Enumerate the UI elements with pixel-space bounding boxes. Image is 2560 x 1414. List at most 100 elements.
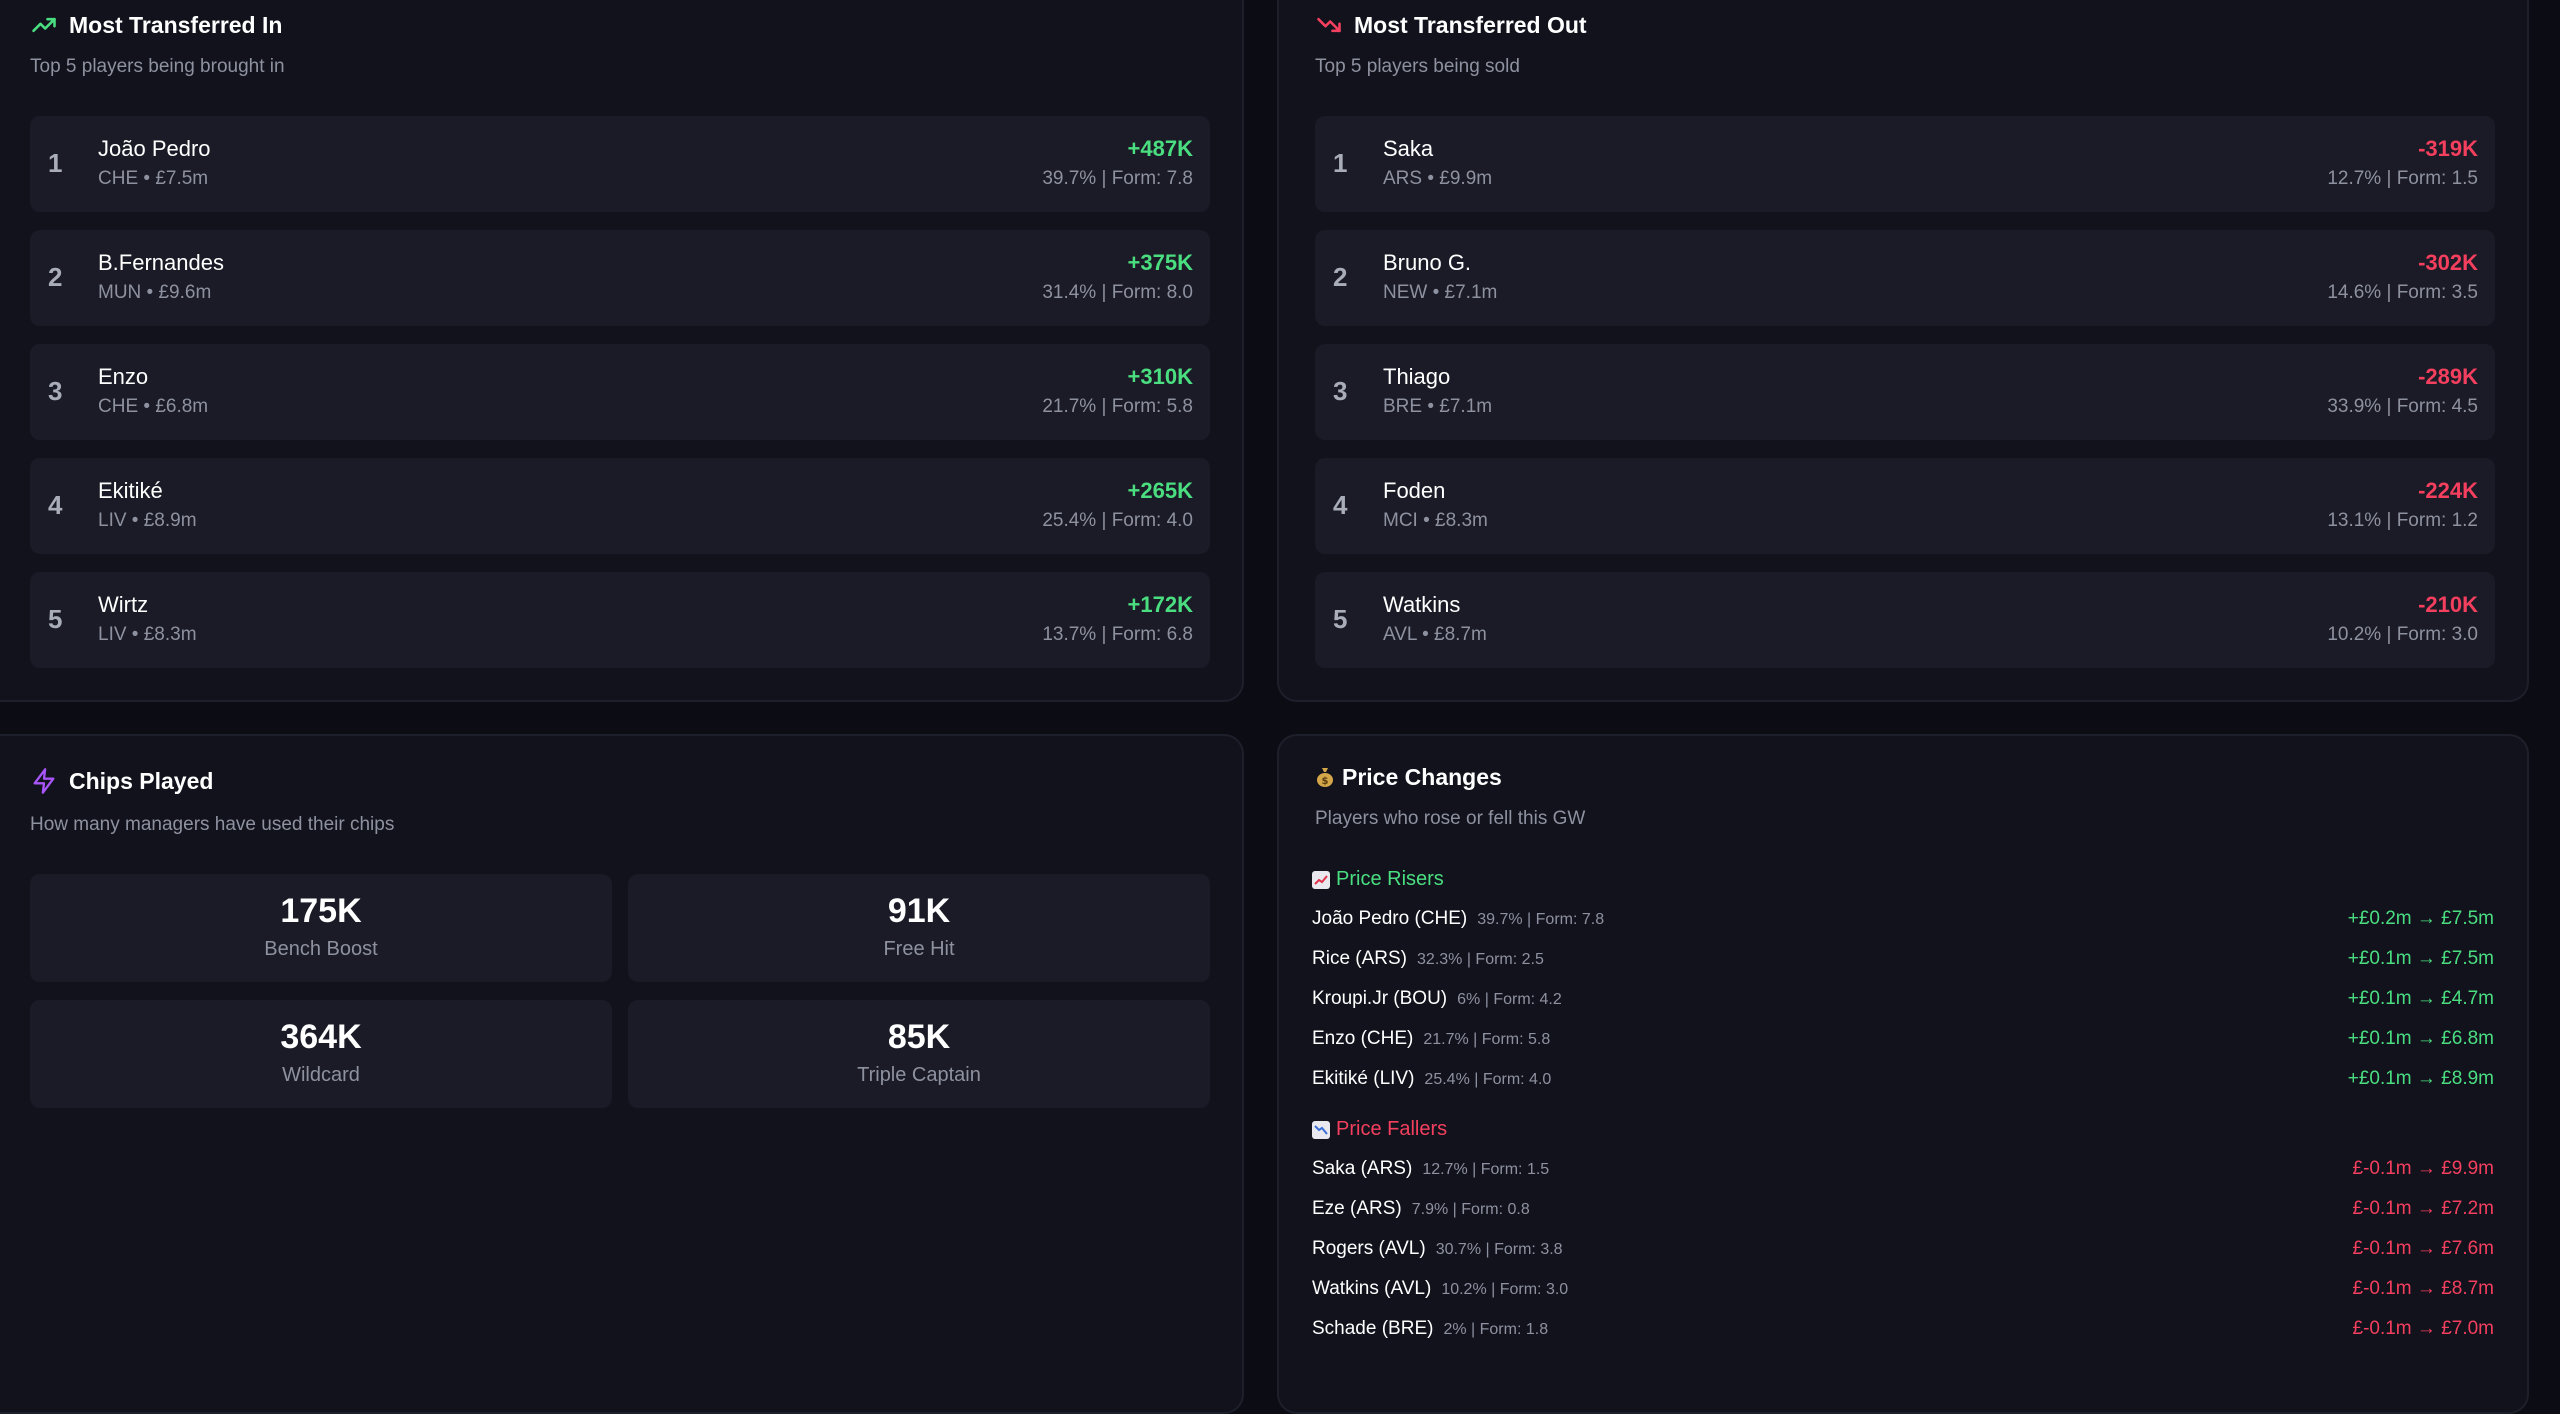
player-name: Rice (ARS) xyxy=(1312,948,1408,969)
rank-number: 2 xyxy=(48,262,63,292)
player-stats: 25.4% | Form: 4.0 xyxy=(1424,1071,1552,1088)
transfer-out-row[interactable]: 5 Watkins AVL • £8.7m -210K 10.2% | Form… xyxy=(1315,572,2495,668)
chips-subtitle: How many managers have used their chips xyxy=(30,814,395,835)
player-name: Kroupi.Jr (BOU) xyxy=(1312,988,1448,1009)
rank-number: 5 xyxy=(48,604,63,634)
player-name: Eze (ARS) xyxy=(1312,1198,1402,1219)
price-riser-row[interactable]: Ekitiké (LIV) 25.4% | Form: 4.0 +£0.1m → … xyxy=(1312,1068,2494,1098)
price-faller-row[interactable]: Saka (ARS) 12.7% | Form: 1.5 £-0.1m → £9.… xyxy=(1312,1158,2494,1188)
transfer-out-row[interactable]: 4 Foden MCI • £8.3m -224K 13.1% | Form: … xyxy=(1315,458,2495,554)
player-name: Enzo xyxy=(98,364,149,389)
player-name: B.Fernandes xyxy=(98,250,224,275)
player-stats: 2% | Form: 1.8 xyxy=(1443,1321,1549,1338)
player-stats: 10.2% | Form: 3.0 xyxy=(1441,1281,1569,1298)
player-stats: 7.9% | Form: 0.8 xyxy=(1411,1201,1530,1218)
player-name: João Pedro xyxy=(98,136,211,161)
price-riser-row[interactable]: Enzo (CHE) 21.7% | Form: 5.8 +£0.1m → £6.… xyxy=(1312,1028,2494,1058)
transfer-delta: +375K xyxy=(1127,250,1193,275)
player-meta: CHE • £6.8m xyxy=(98,396,209,417)
chip-stat-free-hit: 91K Free Hit xyxy=(628,874,1210,982)
chip-label: Bench Boost xyxy=(264,938,378,960)
transfer-in-row[interactable]: 4 Ekitiké LIV • £8.9m +265K 25.4% | Form… xyxy=(30,458,1210,554)
price-fallers-label: Price Fallers xyxy=(1336,1118,1448,1140)
player-stats: 33.9% | Form: 4.5 xyxy=(2327,396,2478,417)
price-change: +£0.1m → £6.8m xyxy=(2347,1028,2494,1049)
chip-value: 85K xyxy=(887,1018,951,1056)
player-name: Thiago xyxy=(1383,364,1451,389)
chart-down-icon xyxy=(1312,1120,1330,1139)
player-name: Saka (ARS) xyxy=(1312,1158,1413,1179)
trending-up-icon xyxy=(29,10,59,40)
transfer-out-row[interactable]: 3 Thiago BRE • £7.1m -289K 33.9% | Form:… xyxy=(1315,344,2495,440)
price-change: £-0.1m → £7.2m xyxy=(2352,1198,2495,1219)
chip-value: 364K xyxy=(280,1018,362,1056)
svg-text:$: $ xyxy=(1322,776,1329,787)
price-faller-row[interactable]: Schade (BRE) 2% | Form: 1.8 £-0.1m → £7.0… xyxy=(1312,1318,2494,1348)
player-stats: 31.4% | Form: 8.0 xyxy=(1042,282,1193,303)
chip-stat-wildcard: 364K Wildcard xyxy=(30,1000,612,1108)
price-faller-row[interactable]: Watkins (AVL) 10.2% | Form: 3.0 £-0.1m → … xyxy=(1312,1278,2494,1308)
price-riser-row[interactable]: Kroupi.Jr (BOU) 6% | Form: 4.2 +£0.1m → £… xyxy=(1312,988,2494,1018)
player-name: Ekitiké xyxy=(98,478,163,503)
transfer-out-row[interactable]: 1 Saka ARS • £9.9m -319K 12.7% | Form: 1… xyxy=(1315,116,2495,212)
transfer-delta: -319K xyxy=(2418,136,2478,161)
transferred-out-header: Most Transferred Out xyxy=(1314,10,1587,40)
price-changes-title: Price Changes xyxy=(1342,763,1502,790)
most-transferred-in-card: Most Transferred In Top 5 players being … xyxy=(0,0,1244,702)
player-stats: 12.7% | Form: 1.5 xyxy=(2327,168,2478,189)
transfer-delta: -224K xyxy=(2418,478,2478,503)
transfer-in-row[interactable]: 3 Enzo CHE • £6.8m +310K 21.7% | Form: 5… xyxy=(30,344,1210,440)
rank-number: 1 xyxy=(1333,148,1348,178)
player-name: Enzo (CHE) xyxy=(1312,1028,1414,1049)
trending-down-icon xyxy=(1314,10,1344,40)
player-name: Watkins (AVL) xyxy=(1312,1278,1432,1299)
chip-stat-bench-boost: 175K Bench Boost xyxy=(30,874,612,982)
player-stats: 21.7% | Form: 5.8 xyxy=(1423,1031,1551,1048)
transfer-delta: +487K xyxy=(1127,136,1193,161)
price-change: £-0.1m → £9.9m xyxy=(2352,1158,2495,1179)
transfer-out-row[interactable]: 2 Bruno G. NEW • £7.1m -302K 14.6% | For… xyxy=(1315,230,2495,326)
chip-label: Wildcard xyxy=(282,1064,360,1086)
player-stats: 32.3% | Form: 2.5 xyxy=(1417,951,1544,968)
price-change: +£0.1m → £4.7m xyxy=(2347,988,2494,1009)
price-riser-row[interactable]: Rice (ARS) 32.3% | Form: 2.5 +£0.1m → £7.… xyxy=(1312,948,2494,978)
transfer-in-row[interactable]: 1 João Pedro CHE • £7.5m +487K 39.7% | F… xyxy=(30,116,1210,212)
player-name: Ekitiké (LIV) xyxy=(1312,1068,1415,1089)
player-meta: LIV • £8.9m xyxy=(98,510,197,531)
player-meta: MUN • £9.6m xyxy=(98,282,212,303)
chips-played-card: Chips Played How many managers have used… xyxy=(0,734,1244,1414)
player-name: Saka xyxy=(1383,136,1434,161)
transfer-delta: -210K xyxy=(2418,592,2478,617)
player-meta: BRE • £7.1m xyxy=(1383,396,1493,417)
price-risers-heading: Price Risers xyxy=(1312,868,1444,891)
player-name: Foden xyxy=(1383,478,1446,503)
player-stats: 12.7% | Form: 1.5 xyxy=(1422,1161,1550,1178)
price-change: £-0.1m → £7.0m xyxy=(2352,1318,2495,1339)
price-change: +£0.2m → £7.5m xyxy=(2347,908,2494,929)
price-changes-card: $ Price Changes Players who rose or fell… xyxy=(1277,734,2529,1414)
transfer-in-row[interactable]: 5 Wirtz LIV • £8.3m +172K 13.7% | Form: … xyxy=(30,572,1210,668)
player-name: Schade (BRE) xyxy=(1312,1318,1434,1339)
transferred-out-subtitle: Top 5 players being sold xyxy=(1315,56,1520,77)
player-name: Watkins xyxy=(1383,592,1461,617)
transfer-in-row[interactable]: 2 B.Fernandes MUN • £9.6m +375K 31.4% | … xyxy=(30,230,1210,326)
price-faller-row[interactable]: Eze (ARS) 7.9% | Form: 0.8 £-0.1m → £7.2m xyxy=(1312,1198,2494,1228)
rank-number: 4 xyxy=(48,490,63,520)
player-stats: 39.7% | Form: 7.8 xyxy=(1477,911,1605,928)
price-risers-label: Price Risers xyxy=(1336,868,1444,890)
player-stats: 13.1% | Form: 1.2 xyxy=(2327,510,2478,531)
player-name: João Pedro (CHE) xyxy=(1312,908,1468,929)
price-change: £-0.1m → £8.7m xyxy=(2352,1278,2495,1299)
price-faller-row[interactable]: Rogers (AVL) 30.7% | Form: 3.8 £-0.1m → £… xyxy=(1312,1238,2494,1268)
chips-header: Chips Played xyxy=(29,766,213,796)
player-meta: CHE • £7.5m xyxy=(98,168,209,189)
rank-number: 4 xyxy=(1333,490,1348,520)
price-riser-row[interactable]: João Pedro (CHE) 39.7% | Form: 7.8 +£0.2m… xyxy=(1312,908,2494,938)
chips-title: Chips Played xyxy=(69,767,214,794)
player-meta: NEW • £7.1m xyxy=(1383,282,1498,303)
transferred-out-title: Most Transferred Out xyxy=(1354,11,1587,38)
transfer-delta: -302K xyxy=(2418,250,2478,275)
player-stats: 25.4% | Form: 4.0 xyxy=(1042,510,1193,531)
player-stats: 39.7% | Form: 7.8 xyxy=(1042,168,1193,189)
transfer-delta: +310K xyxy=(1127,364,1193,389)
